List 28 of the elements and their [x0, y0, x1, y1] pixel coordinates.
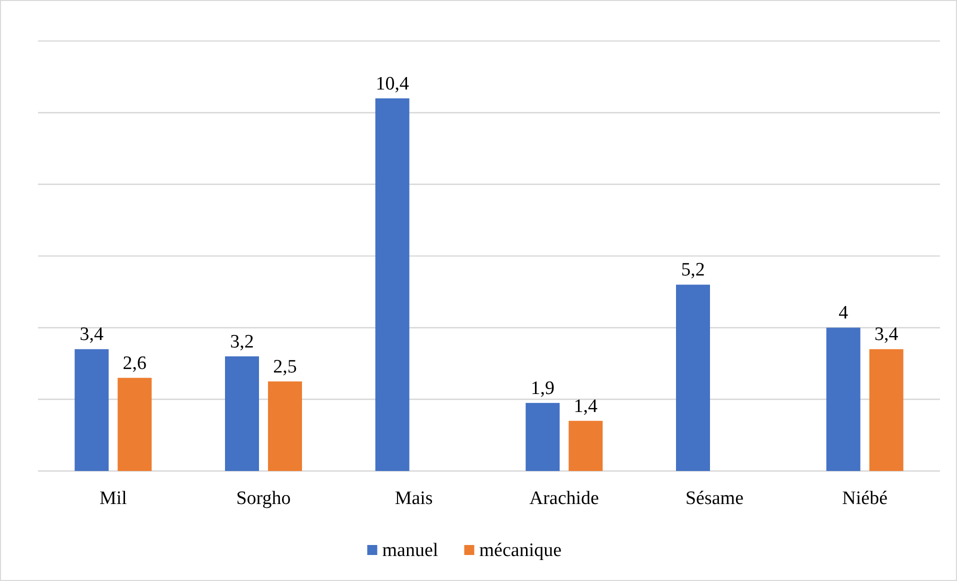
- bar: [268, 381, 302, 471]
- x-tick-label: Mais: [394, 488, 433, 509]
- bar: [225, 356, 259, 471]
- bar: [118, 378, 152, 471]
- bar: [568, 420, 603, 471]
- bar: [869, 349, 904, 471]
- data-label: 4: [838, 302, 849, 324]
- data-label: 3,2: [230, 331, 254, 352]
- data-label: 5,2: [681, 260, 705, 281]
- x-tick-label: Arachide: [529, 488, 599, 509]
- x-tick-label: Niébé: [842, 488, 888, 509]
- bar: [676, 284, 710, 471]
- bar: [74, 349, 109, 471]
- data-label: 2,5: [273, 356, 297, 378]
- data-label: 1,4: [574, 396, 598, 417]
- data-label: 10,4: [376, 73, 410, 94]
- data-label: 3,4: [80, 324, 104, 346]
- x-tick-label: Sorgho: [236, 488, 291, 509]
- x-tick-label: Sésame: [685, 488, 744, 509]
- bar: [375, 98, 410, 471]
- bar: [826, 328, 860, 471]
- bar: [526, 402, 560, 471]
- data-label: 3,4: [874, 324, 899, 346]
- data-label: 2,6: [122, 352, 147, 374]
- data-label: 1,9: [530, 378, 555, 399]
- x-tick-label: Mil: [99, 488, 127, 509]
- legend-label: manuel: [382, 540, 438, 561]
- legend-label: mécanique: [479, 540, 562, 561]
